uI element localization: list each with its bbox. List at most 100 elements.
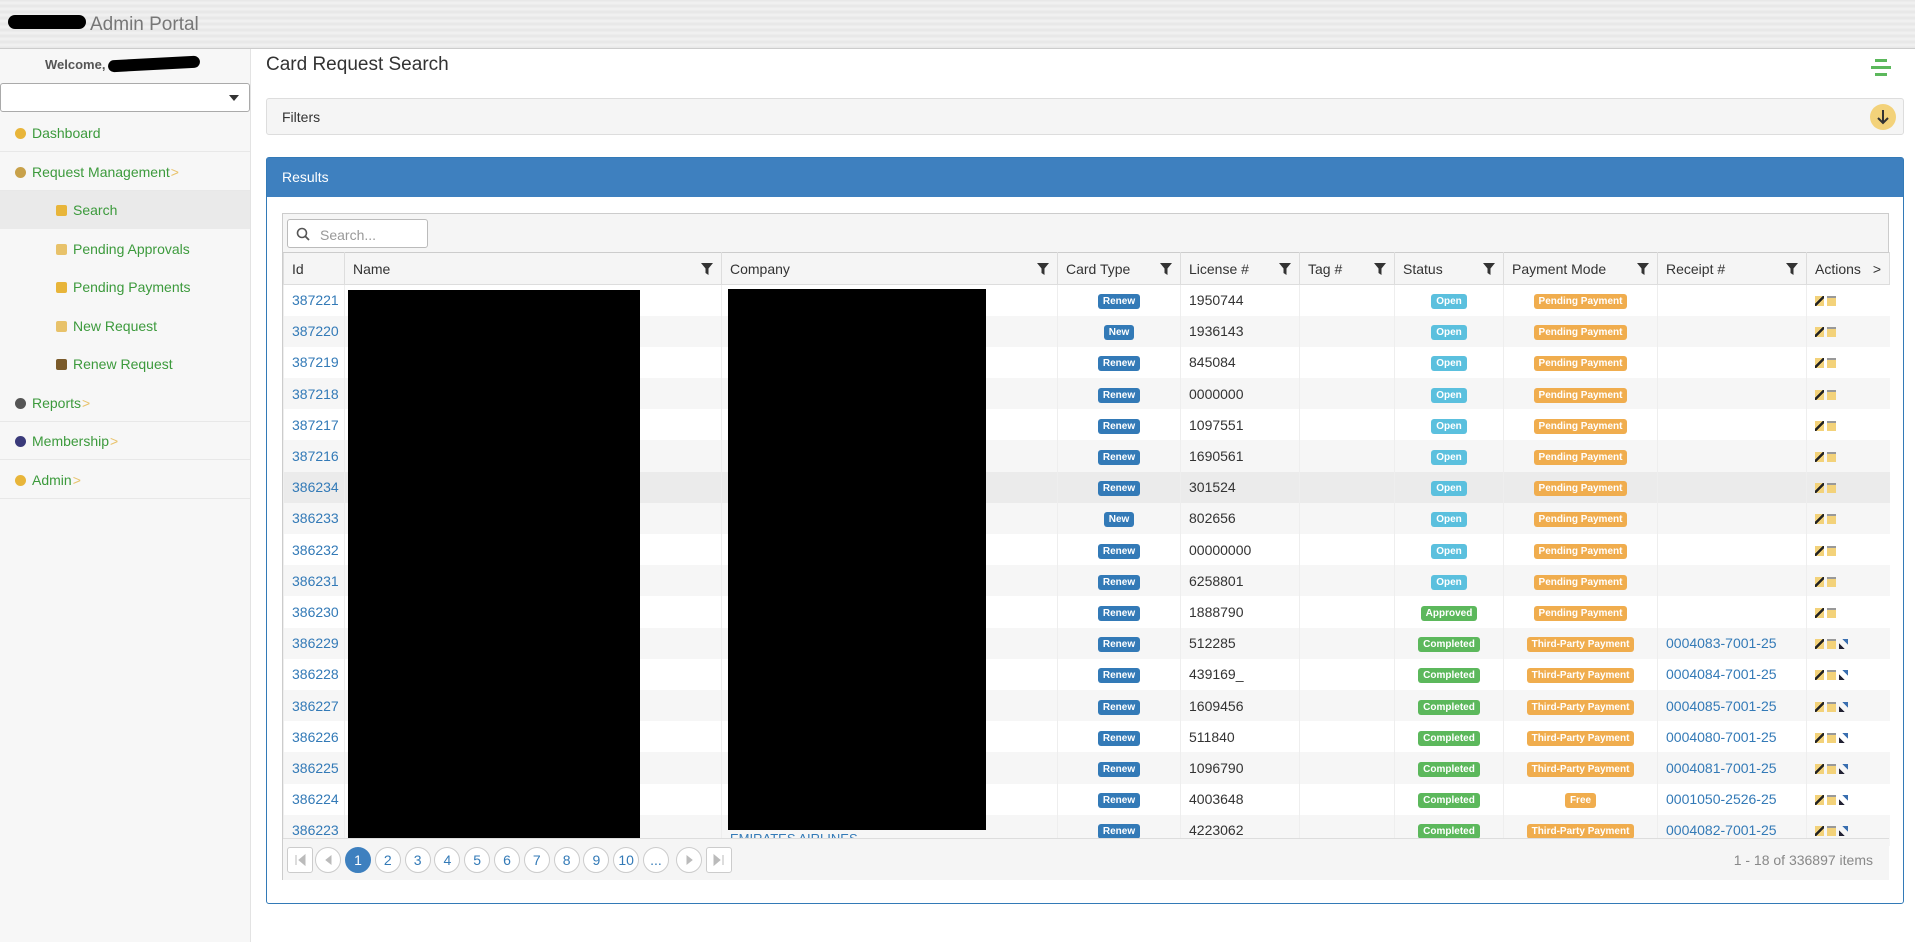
view-icon[interactable]	[1827, 670, 1836, 681]
view-icon[interactable]	[1827, 327, 1836, 338]
nav-item[interactable]: Pending Payments	[0, 268, 250, 306]
edit-icon[interactable]	[1815, 576, 1824, 587]
id-link[interactable]: 386224	[292, 791, 339, 808]
edit-icon[interactable]	[1815, 795, 1824, 806]
receipt-link[interactable]: 0004080-7001-25	[1666, 728, 1777, 745]
page-button[interactable]: 1	[345, 847, 371, 873]
edit-icon[interactable]	[1815, 420, 1824, 431]
edit-icon[interactable]	[1815, 452, 1824, 463]
view-icon[interactable]	[1827, 389, 1836, 400]
view-icon[interactable]	[1827, 826, 1836, 837]
pay-icon[interactable]	[1839, 701, 1848, 712]
filter-icon[interactable]	[1786, 263, 1798, 275]
receipt-link[interactable]: 0004081-7001-25	[1666, 759, 1777, 776]
nav-item[interactable]: Search	[0, 191, 250, 229]
edit-icon[interactable]	[1815, 763, 1824, 774]
view-icon[interactable]	[1827, 795, 1836, 806]
edit-icon[interactable]	[1815, 732, 1824, 743]
pager-nav-button[interactable]	[315, 847, 341, 873]
id-link[interactable]: 386228	[292, 666, 339, 683]
receipt-link[interactable]: 0004085-7001-25	[1666, 697, 1777, 714]
view-icon[interactable]	[1827, 763, 1836, 774]
id-link[interactable]: 387221	[292, 292, 339, 309]
expand-icon[interactable]	[1870, 104, 1896, 130]
page-button[interactable]: 10	[613, 847, 640, 873]
nav-item[interactable]: Pending Approvals	[0, 230, 250, 268]
view-icon[interactable]	[1827, 545, 1836, 556]
view-icon[interactable]	[1827, 607, 1836, 618]
id-link[interactable]: 387218	[292, 385, 339, 402]
id-link[interactable]: 386234	[292, 479, 339, 496]
filter-icon[interactable]	[701, 263, 713, 275]
edit-icon[interactable]	[1815, 826, 1824, 837]
page-button[interactable]: 9	[583, 847, 610, 873]
menu-icon[interactable]	[1870, 57, 1892, 79]
filters-bar[interactable]: Filters	[266, 98, 1904, 135]
view-icon[interactable]	[1827, 639, 1836, 650]
receipt-link[interactable]: 0004083-7001-25	[1666, 635, 1777, 652]
pay-icon[interactable]	[1839, 670, 1848, 681]
pager-nav-button[interactable]	[287, 847, 313, 873]
edit-icon[interactable]	[1815, 670, 1824, 681]
receipt-link[interactable]: 0004084-7001-25	[1666, 666, 1777, 683]
nav-item[interactable]: Membership>	[0, 422, 250, 460]
pay-icon[interactable]	[1839, 763, 1848, 774]
pager-nav-button[interactable]	[705, 847, 732, 873]
edit-icon[interactable]	[1815, 389, 1824, 400]
page-button[interactable]: 6	[494, 847, 520, 873]
nav-item[interactable]: New Request	[0, 307, 250, 345]
edit-icon[interactable]	[1815, 483, 1824, 494]
view-icon[interactable]	[1827, 701, 1836, 712]
edit-icon[interactable]	[1815, 327, 1824, 338]
receipt-link[interactable]: 0001050-2526-25	[1666, 791, 1777, 808]
id-link[interactable]: 386229	[292, 635, 339, 652]
id-link[interactable]: 386223	[292, 822, 339, 839]
edit-icon[interactable]	[1815, 607, 1824, 618]
id-link[interactable]: 387217	[292, 416, 339, 433]
pay-icon[interactable]	[1839, 826, 1848, 837]
page-button[interactable]: 4	[434, 847, 461, 873]
pay-icon[interactable]	[1839, 639, 1848, 650]
edit-icon[interactable]	[1815, 514, 1824, 525]
view-icon[interactable]	[1827, 452, 1836, 463]
filter-icon[interactable]	[1160, 263, 1172, 275]
filter-icon[interactable]	[1637, 263, 1649, 275]
page-button[interactable]: 5	[464, 847, 491, 873]
filter-icon[interactable]	[1374, 263, 1386, 275]
page-button[interactable]: 7	[523, 847, 550, 873]
nav-item[interactable]: Renew Request	[0, 345, 250, 383]
edit-icon[interactable]	[1815, 296, 1824, 307]
search-box[interactable]: Search...	[287, 219, 428, 248]
nav-item[interactable]: Admin>	[0, 461, 250, 499]
id-link[interactable]: 386231	[292, 572, 339, 589]
nav-item[interactable]: Request Management>	[0, 153, 250, 191]
view-icon[interactable]	[1827, 420, 1836, 431]
id-link[interactable]: 386225	[292, 759, 339, 776]
view-icon[interactable]	[1827, 576, 1836, 587]
pager-nav-button[interactable]	[675, 847, 702, 873]
filter-icon[interactable]	[1279, 263, 1291, 275]
page-button[interactable]: ...	[643, 847, 669, 873]
id-link[interactable]: 386230	[292, 603, 339, 620]
id-link[interactable]: 386227	[292, 697, 339, 714]
view-icon[interactable]	[1827, 732, 1836, 743]
pay-icon[interactable]	[1839, 795, 1848, 806]
id-link[interactable]: 387220	[292, 323, 339, 340]
dropdown[interactable]	[0, 83, 250, 112]
pay-icon[interactable]	[1839, 732, 1848, 743]
view-icon[interactable]	[1827, 514, 1836, 525]
edit-icon[interactable]	[1815, 358, 1824, 369]
page-button[interactable]: 8	[553, 847, 580, 873]
id-link[interactable]: 386226	[292, 728, 339, 745]
nav-item[interactable]: Reports>	[0, 384, 250, 422]
edit-icon[interactable]	[1815, 701, 1824, 712]
id-link[interactable]: 386233	[292, 510, 339, 527]
id-link[interactable]: 387216	[292, 448, 339, 465]
view-icon[interactable]	[1827, 483, 1836, 494]
id-link[interactable]: 387219	[292, 354, 339, 371]
filter-icon[interactable]	[1483, 263, 1495, 275]
edit-icon[interactable]	[1815, 639, 1824, 650]
nav-item[interactable]: Dashboard	[0, 114, 250, 152]
edit-icon[interactable]	[1815, 545, 1824, 556]
receipt-link[interactable]: 0004082-7001-25	[1666, 822, 1777, 839]
